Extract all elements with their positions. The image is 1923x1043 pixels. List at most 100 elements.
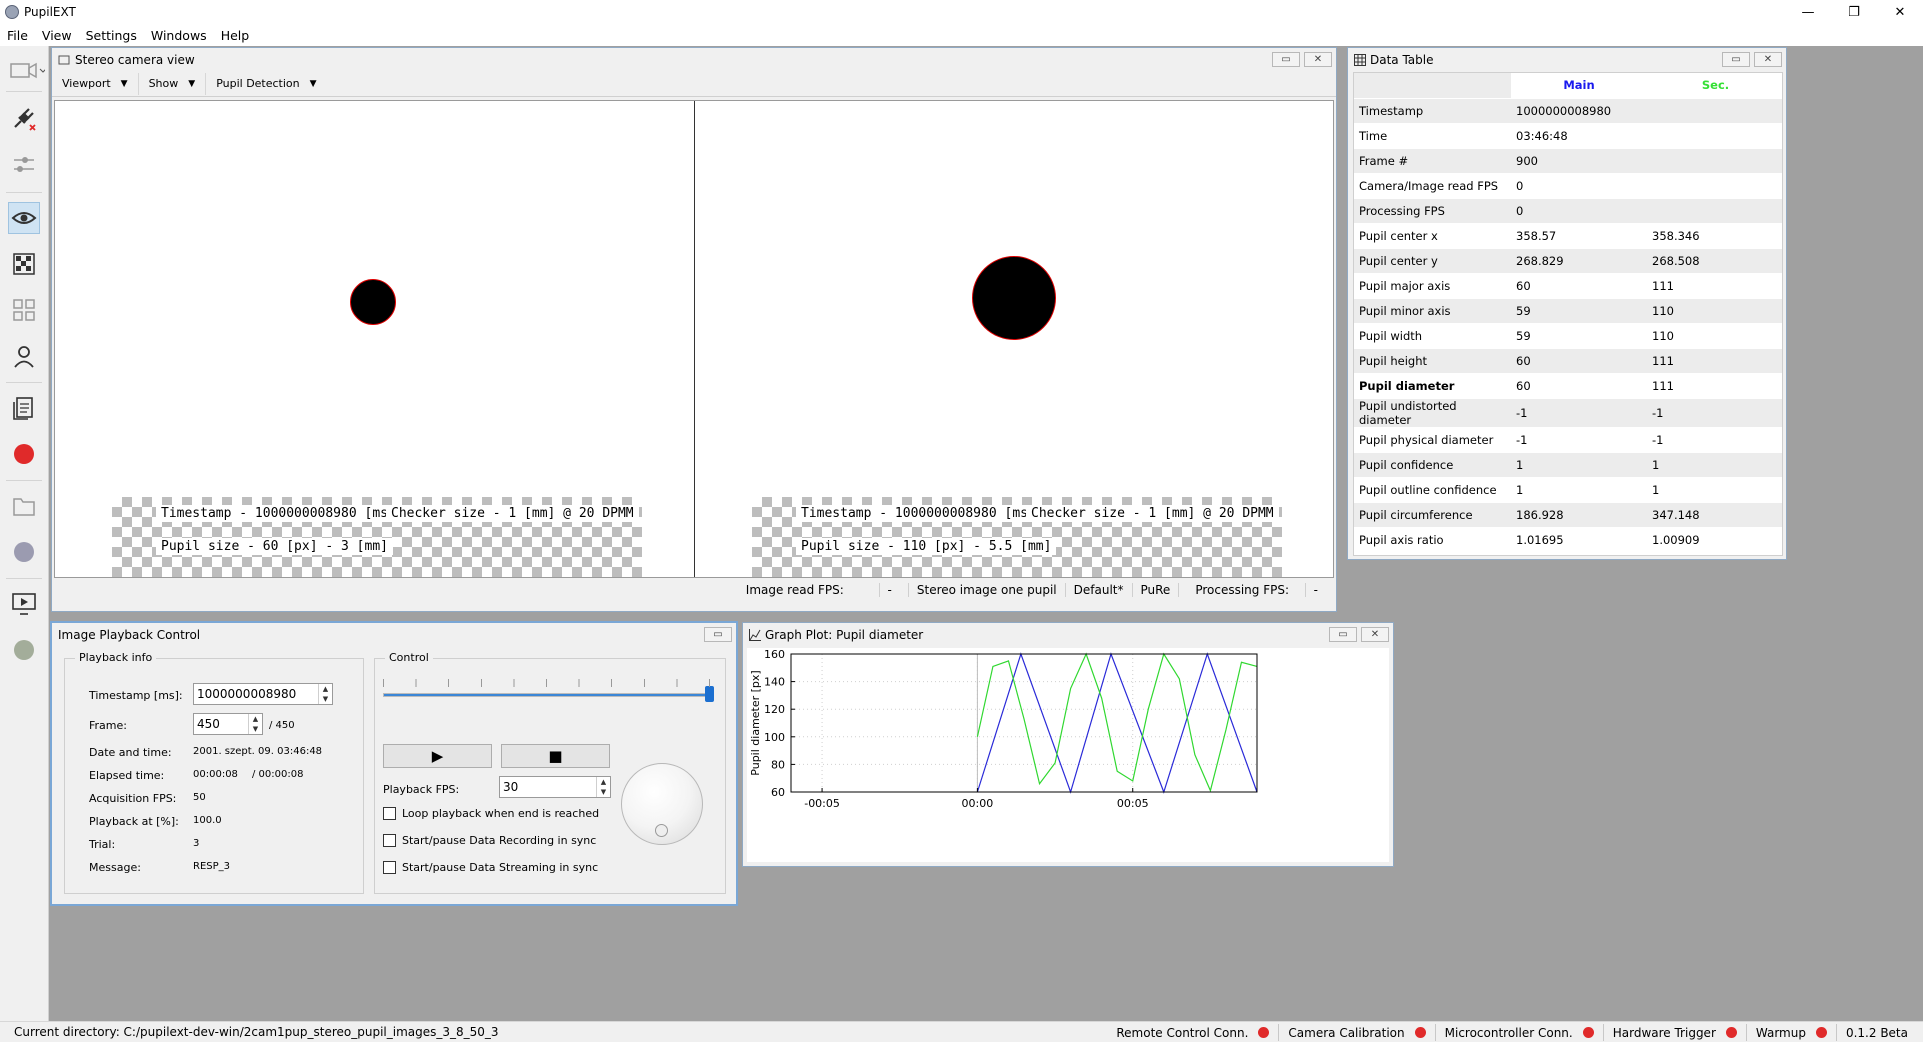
table-cell-main[interactable]: 186.928 (1511, 502, 1647, 528)
table-cell-sec[interactable]: 358.346 (1647, 223, 1782, 249)
spin-arrows[interactable]: ▲ ▼ (248, 714, 262, 734)
slider-handle[interactable] (705, 686, 714, 702)
menu-view[interactable]: View (41, 27, 72, 43)
table-cell-label[interactable]: Pupil confidence (1354, 452, 1511, 478)
table-cell-main[interactable]: 358.57 (1511, 223, 1647, 249)
table-cell-label[interactable]: Pupil minor axis (1354, 298, 1511, 324)
table-cell-sec[interactable]: 111 (1647, 273, 1782, 299)
menu-file[interactable]: File (7, 27, 28, 43)
table-cell-sec[interactable]: 1 (1647, 477, 1782, 503)
minimize-button[interactable]: ▭ (1722, 52, 1750, 67)
table-cell-main[interactable]: 900 (1511, 148, 1647, 174)
record-sync-checkbox[interactable]: Start/pause Data Recording in sync (383, 834, 596, 847)
table-cell-main[interactable]: 1 (1511, 452, 1647, 478)
table-cell-main[interactable]: 268.829 (1511, 248, 1647, 274)
table-cell-main[interactable]: 60 (1511, 273, 1647, 299)
warmup-status[interactable]: Warmup (1745, 1024, 1836, 1041)
table-cell-sec[interactable]: 111 (1647, 373, 1782, 399)
table-cell-main[interactable]: 60 (1511, 348, 1647, 374)
table-cell-main[interactable]: 59 (1511, 298, 1647, 324)
table-cell-sec[interactable]: 110 (1647, 323, 1782, 349)
table-cell-label[interactable]: Pupil center y (1354, 248, 1511, 274)
show-dropdown[interactable]: Show ▼ (139, 72, 207, 95)
table-cell-label[interactable]: Pupil height (1354, 348, 1511, 374)
loop-checkbox[interactable]: Loop playback when end is reached (383, 807, 599, 820)
camera-calibration-status[interactable]: Camera Calibration (1278, 1024, 1434, 1041)
table-cell-label[interactable]: Pupil diameter (1354, 373, 1511, 399)
close-button[interactable]: ✕ (1894, 4, 1906, 20)
log-icon[interactable] (8, 392, 40, 424)
playback-icon[interactable] (8, 588, 40, 620)
minimize-button[interactable]: ▭ (1272, 52, 1300, 67)
table-cell-label[interactable]: Pupil width (1354, 323, 1511, 349)
table-cell-main[interactable]: -1 (1511, 398, 1647, 428)
table-cell-sec[interactable]: 1 (1647, 452, 1782, 478)
stop-button[interactable]: ■ (501, 744, 610, 768)
minimize-button[interactable]: — (1801, 4, 1815, 20)
table-cell-main[interactable]: 0 (1511, 198, 1647, 224)
table-cell-sec[interactable]: 110 (1647, 298, 1782, 324)
table-cell-label[interactable]: Frame # (1354, 148, 1511, 174)
table-cell-label[interactable]: Timestamp (1354, 98, 1511, 124)
calibration-grid-icon[interactable] (8, 294, 40, 326)
table-cell-main[interactable]: 60 (1511, 373, 1647, 399)
table-cell-sec[interactable]: -1 (1647, 398, 1782, 428)
checkerboard-icon[interactable] (8, 248, 40, 280)
table-cell-sec[interactable]: 268.508 (1647, 248, 1782, 274)
close-button[interactable]: ✕ (1304, 52, 1332, 67)
menu-settings[interactable]: Settings (85, 27, 137, 43)
playback-slider[interactable] (383, 686, 714, 702)
table-cell-sec[interactable] (1647, 173, 1782, 199)
table-cell-main[interactable]: 0 (1511, 173, 1647, 199)
spin-arrows[interactable]: ▲ ▼ (596, 777, 610, 797)
close-button[interactable]: ✕ (1754, 52, 1782, 67)
spin-arrows[interactable]: ▲ ▼ (318, 684, 332, 704)
circle-icon[interactable] (8, 536, 40, 568)
camera-icon[interactable] (8, 54, 46, 86)
play-button[interactable]: ▶ (383, 744, 492, 768)
close-button[interactable]: ✕ (1361, 627, 1389, 642)
table-cell-sec[interactable]: 1.00909 (1647, 527, 1782, 553)
circle-icon[interactable] (8, 634, 40, 666)
table-cell-sec[interactable]: 347.148 (1647, 502, 1782, 528)
remote-control-status[interactable]: Remote Control Conn. (1107, 1024, 1278, 1041)
table-cell-label[interactable]: Pupil axis ratio (1354, 527, 1511, 553)
table-cell-main[interactable]: 1000000008980 (1511, 98, 1647, 124)
column-header-sec[interactable]: Sec. (1647, 73, 1782, 99)
table-cell-label[interactable]: Pupil undistorted diameter (1354, 398, 1511, 428)
menu-windows[interactable]: Windows (150, 27, 207, 43)
timestamp-input[interactable]: 1000000008980 ▲ ▼ (193, 683, 333, 705)
frame-input[interactable]: 450 ▲ ▼ (193, 713, 263, 735)
table-cell-sec[interactable]: -1 (1647, 427, 1782, 453)
table-cell-label[interactable]: Pupil outline confidence (1354, 477, 1511, 503)
table-cell-label[interactable]: Time (1354, 123, 1511, 149)
playback-speed-dial[interactable] (621, 763, 703, 845)
record-icon[interactable] (8, 438, 40, 470)
menu-help[interactable]: Help (220, 27, 250, 43)
table-cell-sec[interactable]: 111 (1647, 348, 1782, 374)
table-cell-label[interactable]: Pupil physical diameter (1354, 427, 1511, 453)
table-cell-label[interactable]: Processing FPS (1354, 198, 1511, 224)
table-cell-sec[interactable] (1647, 123, 1782, 149)
restore-button[interactable]: ❐ (1848, 4, 1860, 20)
table-cell-main[interactable]: 59 (1511, 323, 1647, 349)
minimize-button[interactable]: ▭ (1329, 627, 1357, 642)
table-cell-label[interactable]: Camera/Image read FPS (1354, 173, 1511, 199)
table-cell-label[interactable]: Pupil major axis (1354, 273, 1511, 299)
hardware-trigger-status[interactable]: Hardware Trigger (1602, 1024, 1746, 1041)
playback-fps-input[interactable]: 30 ▲ ▼ (499, 776, 611, 798)
table-cell-label[interactable]: Pupil circumference (1354, 502, 1511, 528)
table-cell-main[interactable]: 1.01695 (1511, 527, 1647, 553)
folder-icon[interactable] (8, 490, 40, 522)
table-cell-sec[interactable] (1647, 198, 1782, 224)
person-icon[interactable] (8, 340, 40, 372)
table-cell-main[interactable]: 03:46:48 (1511, 123, 1647, 149)
plug-disconnected-icon[interactable] (8, 102, 40, 134)
table-cell-sec[interactable] (1647, 148, 1782, 174)
eye-icon[interactable] (8, 202, 40, 234)
table-cell-sec[interactable] (1647, 98, 1782, 124)
slider-icon[interactable] (8, 148, 40, 180)
minimize-button[interactable]: ▭ (704, 627, 732, 642)
table-cell-main[interactable]: 1 (1511, 477, 1647, 503)
stream-sync-checkbox[interactable]: Start/pause Data Streaming in sync (383, 861, 598, 874)
